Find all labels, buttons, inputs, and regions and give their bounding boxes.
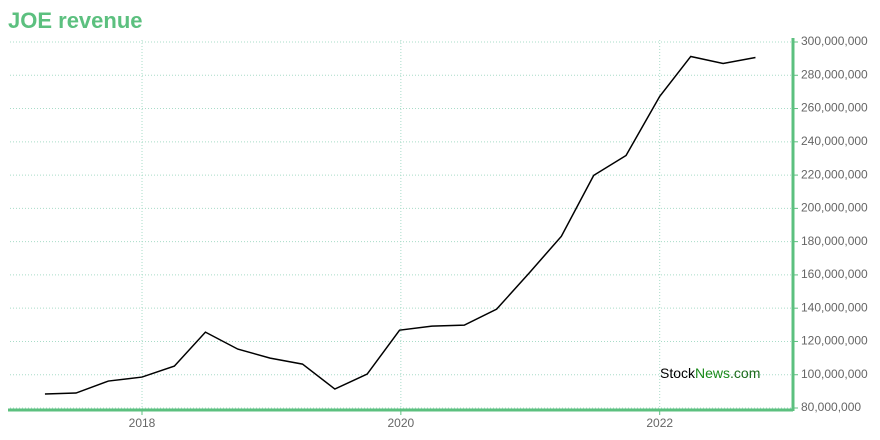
y-tick-label: 180,000,000 (801, 234, 868, 248)
y-tick-label: 80,000,000 (801, 400, 861, 414)
x-tick-label: 2020 (388, 416, 415, 430)
x-tick-label: 2022 (646, 416, 673, 430)
line (44, 55, 756, 395)
y-tick-label: 140,000,000 (801, 300, 868, 314)
watermark-part: .com (730, 365, 760, 381)
x-tick-label: 2018 (129, 416, 156, 430)
watermark-part: News (695, 365, 730, 381)
y-tick-label: 240,000,000 (801, 134, 868, 148)
watermark: StockNews.com (660, 365, 760, 381)
chart-title: JOE revenue (8, 8, 143, 33)
y-tick-label: 160,000,000 (801, 267, 868, 281)
y-tick-label: 100,000,000 (801, 367, 868, 381)
watermark-part: Stock (660, 365, 696, 381)
y-tick-label: 220,000,000 (801, 167, 868, 181)
y-tick-label: 280,000,000 (801, 67, 868, 81)
y-tick-label: 300,000,000 (801, 34, 868, 48)
y-tick-label: 260,000,000 (801, 101, 868, 115)
y-tick-label: 120,000,000 (801, 334, 868, 348)
y-tick-label: 200,000,000 (801, 201, 868, 215)
